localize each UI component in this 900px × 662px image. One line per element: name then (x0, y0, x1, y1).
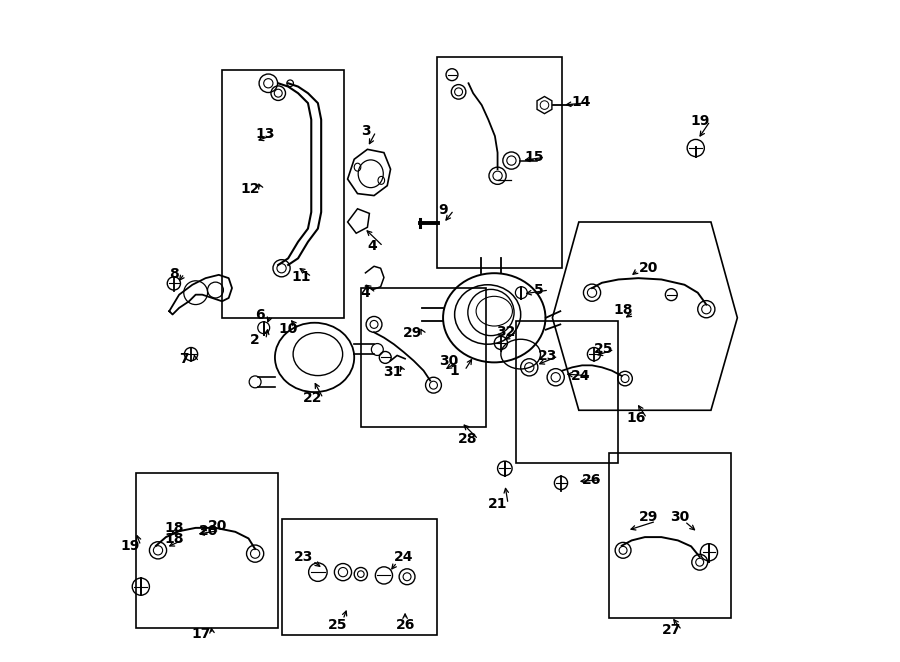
Text: 18: 18 (613, 303, 633, 317)
Bar (436, 57, 562, 268)
Text: 9: 9 (438, 203, 448, 217)
Text: 29: 29 (402, 326, 422, 340)
Text: 30: 30 (670, 510, 689, 524)
Bar (136, 473, 278, 628)
Text: 26: 26 (581, 473, 601, 487)
Text: 23: 23 (293, 550, 313, 564)
Text: 1: 1 (449, 363, 459, 377)
Text: 23: 23 (538, 349, 557, 363)
Text: 4: 4 (361, 286, 370, 300)
Text: 6: 6 (255, 308, 265, 322)
Bar (282, 519, 436, 635)
Text: 32: 32 (497, 324, 516, 339)
Text: 22: 22 (302, 391, 322, 405)
Text: 19: 19 (690, 114, 709, 128)
Text: 21: 21 (488, 497, 508, 511)
Text: 7: 7 (180, 352, 189, 365)
Text: 17: 17 (192, 627, 211, 641)
Text: 26: 26 (395, 618, 415, 632)
Text: 30: 30 (439, 354, 458, 367)
Text: 13: 13 (256, 127, 274, 141)
Text: 2: 2 (250, 332, 260, 347)
Text: 28: 28 (458, 432, 478, 446)
Text: 29: 29 (638, 510, 658, 524)
Text: 18: 18 (164, 532, 184, 546)
Text: 16: 16 (626, 411, 646, 425)
Bar (608, 453, 731, 618)
Text: 15: 15 (525, 150, 544, 164)
Text: 24: 24 (572, 369, 590, 383)
Text: 25: 25 (328, 618, 347, 632)
Bar (361, 288, 486, 427)
Text: 31: 31 (382, 365, 402, 379)
Text: 11: 11 (292, 270, 311, 284)
Text: 4: 4 (368, 240, 378, 254)
Text: 12: 12 (240, 182, 260, 196)
Text: 25: 25 (594, 342, 614, 357)
Text: 3: 3 (361, 124, 370, 138)
Text: 19: 19 (121, 539, 140, 553)
Text: 27: 27 (662, 623, 681, 638)
Text: 20: 20 (638, 261, 658, 275)
Polygon shape (169, 275, 232, 314)
Bar (222, 70, 345, 318)
Text: 20: 20 (199, 524, 219, 538)
Bar (516, 321, 618, 463)
Text: 14: 14 (572, 95, 590, 109)
Text: 8: 8 (169, 267, 179, 281)
Text: 10: 10 (278, 322, 298, 336)
Text: 5: 5 (534, 283, 544, 297)
Text: 24: 24 (394, 550, 413, 564)
Text: 18: 18 (164, 521, 184, 535)
Text: 20: 20 (208, 519, 227, 533)
